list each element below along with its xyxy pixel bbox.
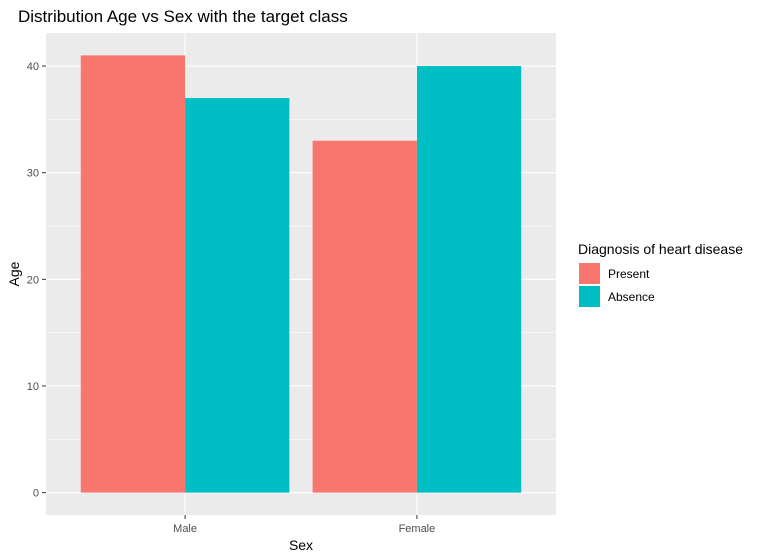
y-axis-title: Age: [6, 261, 22, 286]
bar-absence-male: [185, 98, 290, 493]
y-tick-label: 30: [27, 168, 39, 180]
bar-present-male: [80, 55, 186, 493]
x-tick-label: Female: [399, 523, 436, 535]
bars: [80, 55, 522, 493]
y-tick-label: 0: [33, 488, 39, 500]
x-axis-ticks: Male Female: [173, 515, 435, 535]
y-axis-ticks: 0 10 20 30 40: [27, 61, 46, 500]
legend-key-present: [579, 263, 600, 284]
x-tick-label: Male: [173, 523, 197, 535]
y-tick-label: 20: [27, 274, 39, 286]
legend-title: Diagnosis of heart disease: [578, 241, 743, 257]
legend-label-absence: Absence: [608, 290, 655, 304]
y-tick-label: 40: [27, 61, 39, 73]
chart-title: Distribution Age vs Sex with the target …: [18, 7, 348, 26]
legend: Diagnosis of heart disease Present Absenc…: [578, 241, 743, 307]
legend-label-present: Present: [608, 267, 650, 281]
x-axis-title: Sex: [289, 537, 313, 553]
y-tick-label: 10: [27, 381, 39, 393]
legend-key-absence: [579, 286, 600, 307]
bar-present-female: [312, 140, 417, 493]
bar-absence-female: [416, 66, 522, 493]
